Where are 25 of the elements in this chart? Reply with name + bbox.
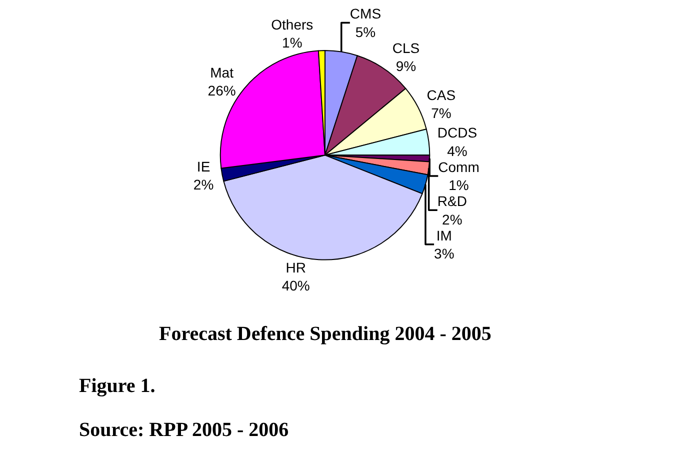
slice-label: CAS [426,87,456,104]
data-label: 26% [208,82,236,99]
caption: Figure 1. [79,375,156,397]
data-label: 7% [431,105,452,122]
data-label: 2% [442,211,462,228]
slice-label: IE [196,158,210,174]
data-label: 4% [447,142,468,159]
data-label: 1% [282,34,302,51]
slice-label: R&D [437,193,467,210]
data-label: 2% [193,176,214,192]
slice-label: DCDS [437,124,478,141]
slice-label: Others [271,16,314,32]
data-label: 5% [355,24,376,40]
data-label: 9% [396,58,416,74]
data-label: 1% [448,177,469,194]
slice-label: CLS [392,40,420,56]
slice-label: Comm [438,158,480,175]
data-label: 40% [282,278,310,294]
source-note: Source: RPP 2005 - 2006 [79,419,289,441]
data-label: 3% [434,245,454,262]
slice-label: CMS [350,6,382,22]
text: Forecast Defence Spending 2004 - 2005 [159,323,492,345]
slice-label: IM [436,227,452,244]
slice-label: Mat [210,64,234,80]
slice-label: HR [286,260,306,276]
